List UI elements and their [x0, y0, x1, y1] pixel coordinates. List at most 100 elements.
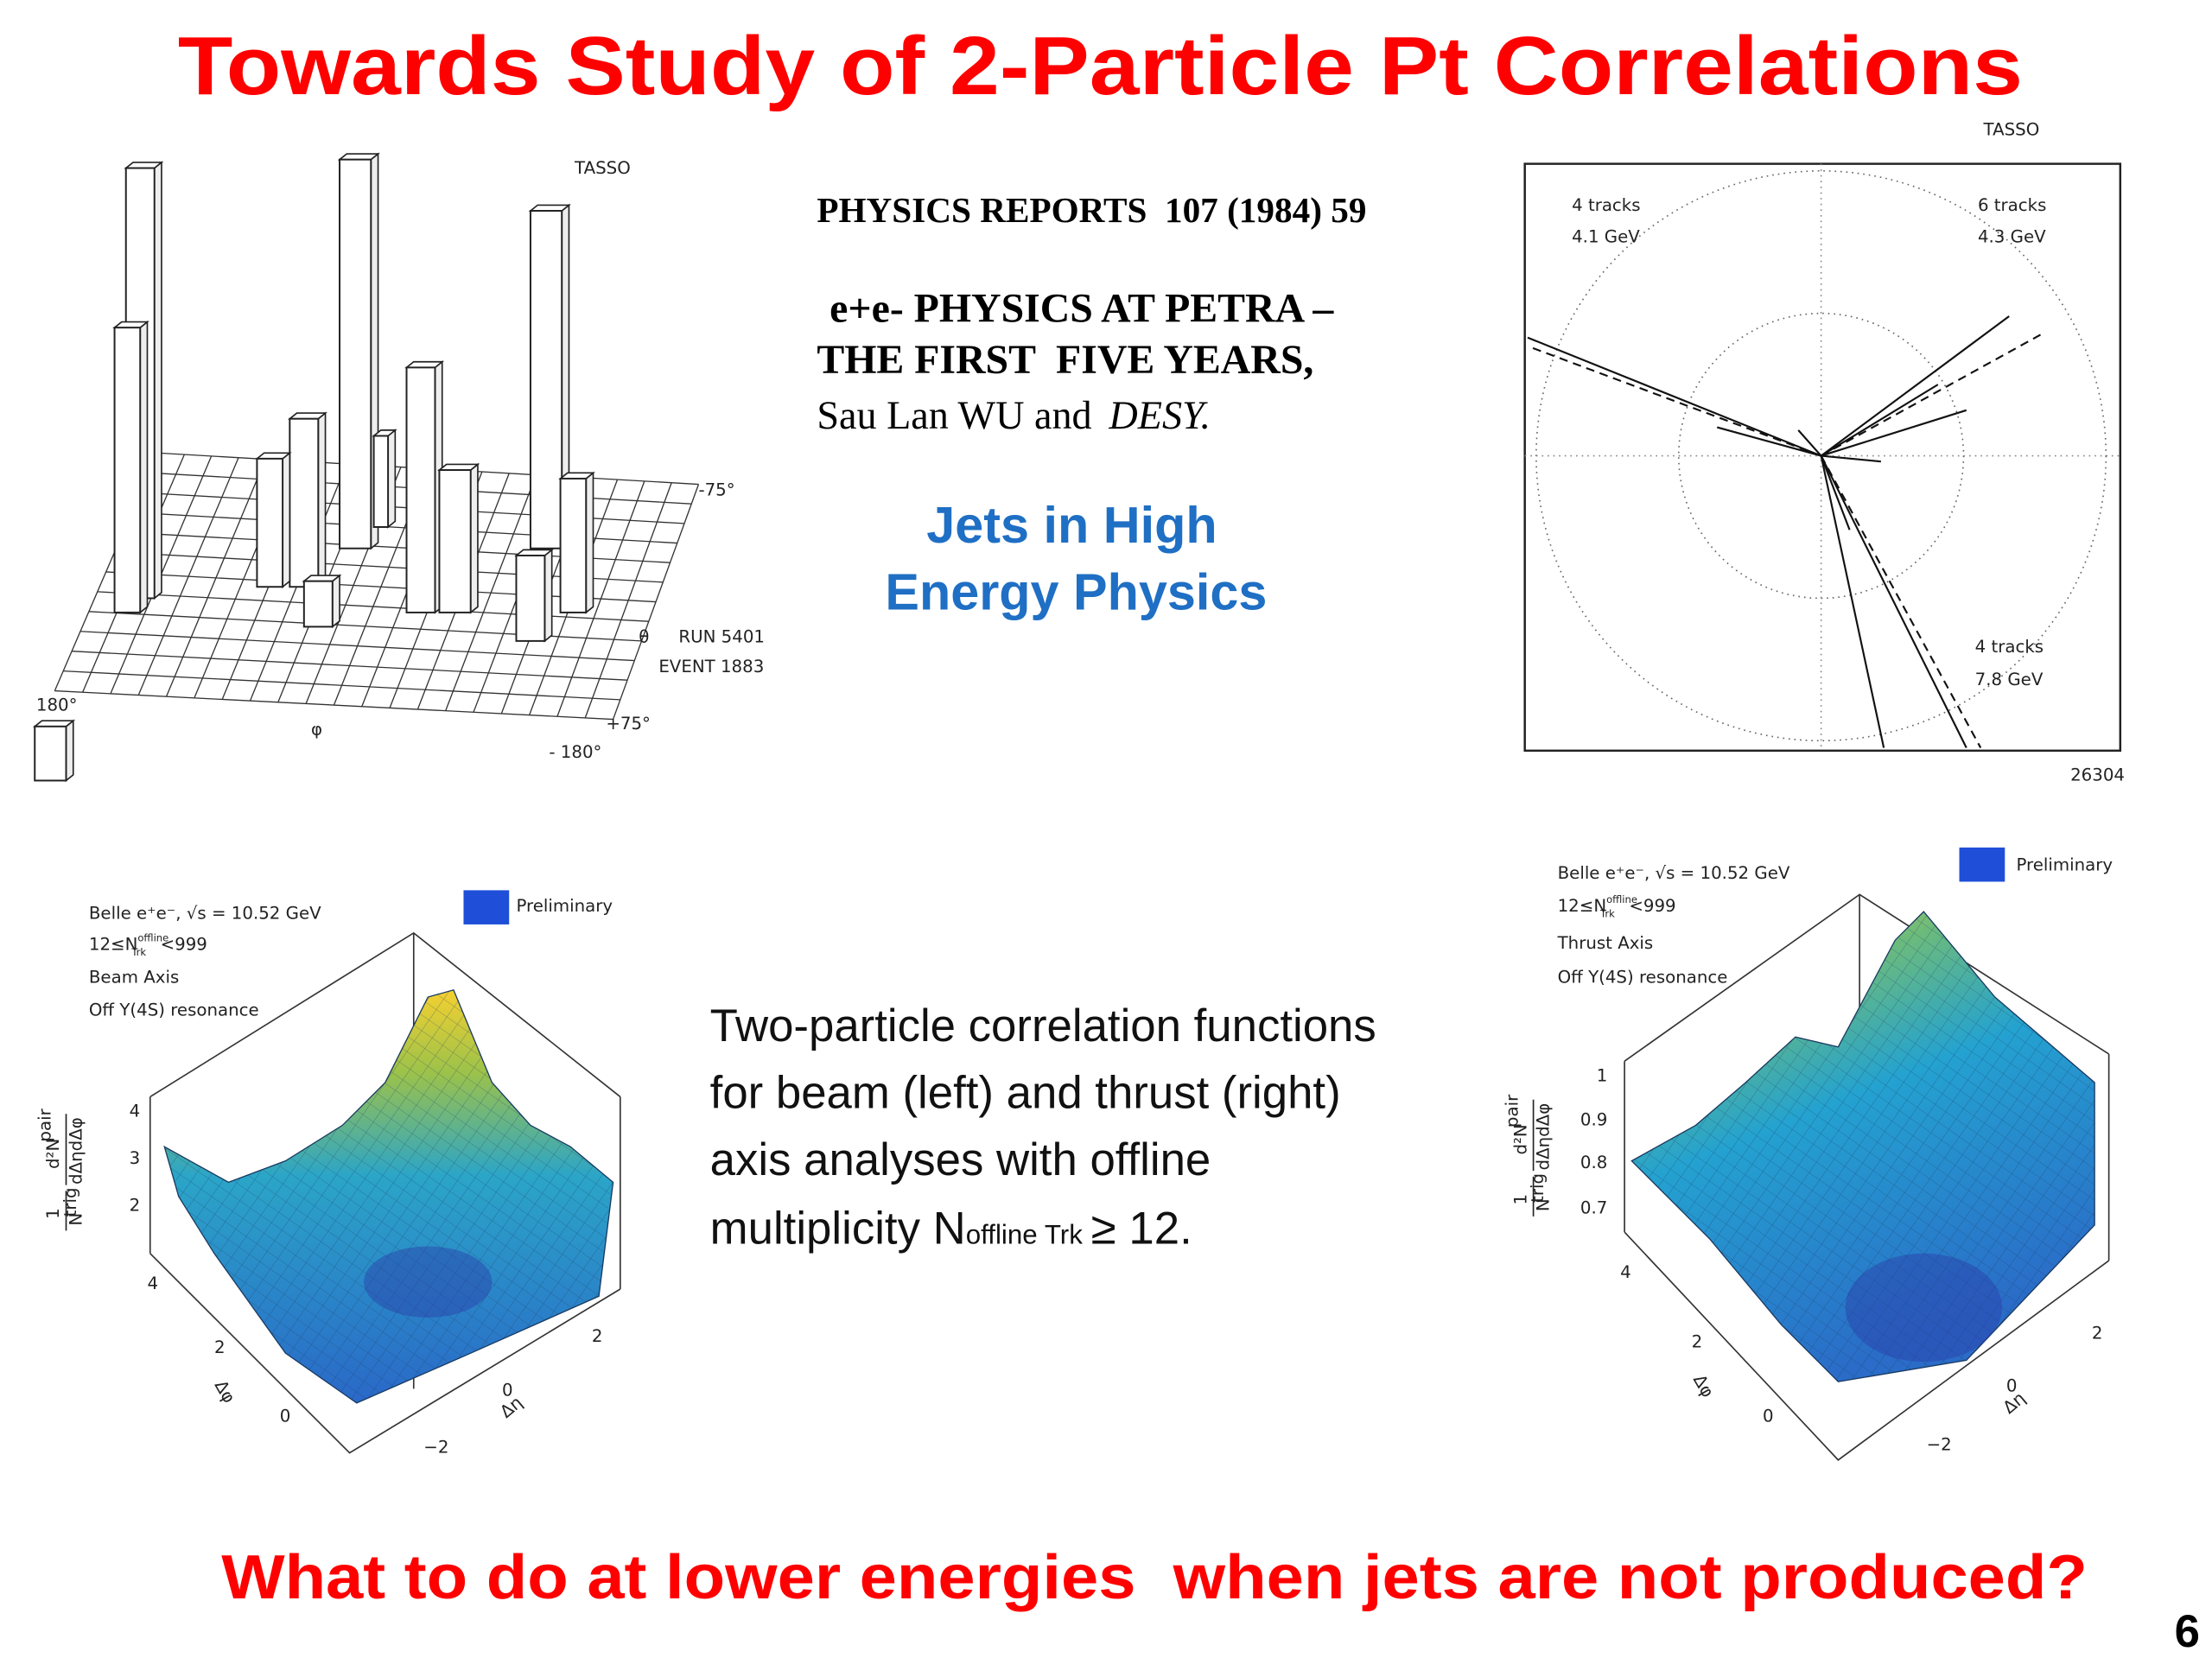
plot-label: 2	[592, 1326, 603, 1346]
surface-dip	[364, 1246, 493, 1318]
plot-label: Belle e⁺e⁻, √s = 10.52 GeV	[89, 903, 321, 923]
lego-bar-side	[387, 429, 397, 529]
plot-label: 1	[1597, 1065, 1608, 1085]
lego-bar-top	[514, 549, 555, 556]
lego-grid	[131, 511, 677, 544]
reference-authors: Sau Lan WU and DESY.	[817, 393, 1211, 437]
lego-bar	[515, 554, 546, 642]
z-label-part: trig	[1528, 1173, 1548, 1203]
z-label-part: 1	[1510, 1194, 1530, 1205]
lego-bar-top	[302, 575, 342, 582]
lego-bar	[289, 417, 320, 588]
description-text: multiplicity N	[710, 1203, 966, 1254]
plot-label: 0	[2006, 1376, 2018, 1396]
track	[1821, 384, 1939, 457]
plot-label: Beam Axis	[89, 968, 179, 988]
lego-bar-top	[287, 412, 327, 420]
cut-text: <999	[161, 935, 207, 955]
cut-sub: Trk	[1599, 908, 1615, 920]
lego-label: φ	[311, 720, 322, 740]
plot-label: 0.8	[1580, 1153, 1607, 1172]
z-label-part: pair	[35, 1108, 54, 1141]
plot-label: Thrust Axis	[1557, 933, 1654, 953]
track	[1821, 454, 1881, 463]
lego-bar-top	[255, 452, 292, 460]
plot-box	[1624, 1231, 2110, 1461]
lego-bar-top	[558, 472, 595, 480]
description-subscript: offline Trk	[966, 1219, 1084, 1249]
surface-mesh	[1631, 912, 2095, 1382]
lego-grid	[72, 651, 628, 681]
plot-label: 2	[214, 1337, 226, 1357]
slide-title: Towards Study of 2-Particle Pt Correlati…	[178, 20, 2023, 112]
reference-title: e+e- PHYSICS AT PETRA –	[830, 286, 1334, 332]
book-title: Energy Physics	[885, 563, 1267, 621]
lego-plot: TASSO -75° θ RUN 5401 EVENT 1883 180° φ +75°- 1…	[32, 152, 765, 783]
lego-bar	[405, 366, 436, 613]
track	[1820, 455, 1967, 749]
reference-title: THE FIRST FIVE YEARS,	[817, 337, 1313, 383]
z-label-part: pair	[1502, 1094, 1522, 1128]
plot-label: Off Υ(4S) resonance	[89, 1000, 259, 1020]
lego-bar	[34, 725, 67, 782]
plot-box	[1624, 893, 2110, 1062]
lego-bar	[113, 327, 142, 613]
lego-bar-side	[585, 471, 594, 614]
plot-cut: 12≤Noffline Trk <999	[89, 932, 207, 958]
plot-box	[149, 1253, 621, 1454]
event-label: 4.3 GeV	[1978, 226, 2046, 246]
track	[1820, 455, 1982, 749]
lego-bar-top	[124, 162, 164, 169]
lego-label: RUN 5401	[678, 627, 765, 647]
plot-label: Preliminary	[2016, 854, 2113, 874]
z-label-part: N	[1534, 1198, 1554, 1211]
event-label: 4.1 GeV	[1572, 226, 1640, 246]
surface-dip	[1845, 1253, 2002, 1363]
plot-label: Belle e⁺e⁻, √s = 10.52 GeV	[1558, 863, 1790, 883]
plot-label: 0	[502, 1381, 513, 1401]
belle-logo	[1959, 847, 2005, 882]
event-label: 26304	[2070, 765, 2125, 785]
lego-label: -75°	[698, 480, 734, 500]
description-line: multiplicity Noffline Trk ≥ 12.	[710, 1203, 1192, 1254]
lego-bar	[559, 477, 588, 613]
cut-text: <999	[1629, 896, 1675, 916]
lego-bar-top	[32, 720, 76, 727]
plot-label: 0	[1763, 1406, 1774, 1426]
belle-logo	[463, 890, 510, 924]
lego-label: - 180°	[549, 742, 601, 762]
description-line: for beam (left) and thrust (right)	[710, 1068, 1341, 1119]
plot-label: 0.7	[1580, 1198, 1607, 1218]
plot-label: 2	[2092, 1324, 2103, 1344]
plot-label: Off Υ(4S) resonance	[1558, 968, 1728, 988]
plot-label: Δη	[1999, 1388, 2030, 1418]
plot-label: −2	[423, 1438, 448, 1458]
lego-bar-top	[528, 204, 571, 212]
lego-grid	[79, 631, 635, 662]
surface-mesh	[164, 989, 613, 1403]
lego-bar-top	[112, 321, 149, 329]
lego-bar-side	[139, 320, 149, 614]
track	[1820, 315, 2010, 457]
institute: DESY.	[1108, 393, 1211, 437]
lego-bar-side	[153, 161, 162, 600]
track	[1821, 409, 1967, 457]
track	[1527, 345, 1821, 457]
plot-label: −2	[1927, 1434, 1952, 1454]
z-label-part: trig	[60, 1187, 80, 1217]
plot-label: Δφ	[1689, 1371, 1718, 1401]
plot-label: 3	[130, 1148, 141, 1168]
lego-bar-side	[543, 548, 553, 643]
track	[1797, 429, 1822, 457]
lego-label: 180°	[36, 696, 78, 715]
plot-label: 4	[1620, 1262, 1631, 1282]
plot-label: 0.9	[1580, 1109, 1607, 1129]
z-label-part: d²N	[1510, 1124, 1530, 1154]
description-line: Two-particle correlation functions	[710, 1001, 1376, 1051]
lego-bar-side	[469, 462, 479, 614]
belle-plot: Belle e⁺e⁻, √s = 10.52 GeV 12≤Noffline Trk…	[35, 890, 621, 1458]
lego-bar-side	[282, 451, 291, 588]
lego-bar	[302, 580, 334, 628]
z-label-part: d²N	[43, 1139, 63, 1169]
lego-grid	[63, 670, 620, 701]
